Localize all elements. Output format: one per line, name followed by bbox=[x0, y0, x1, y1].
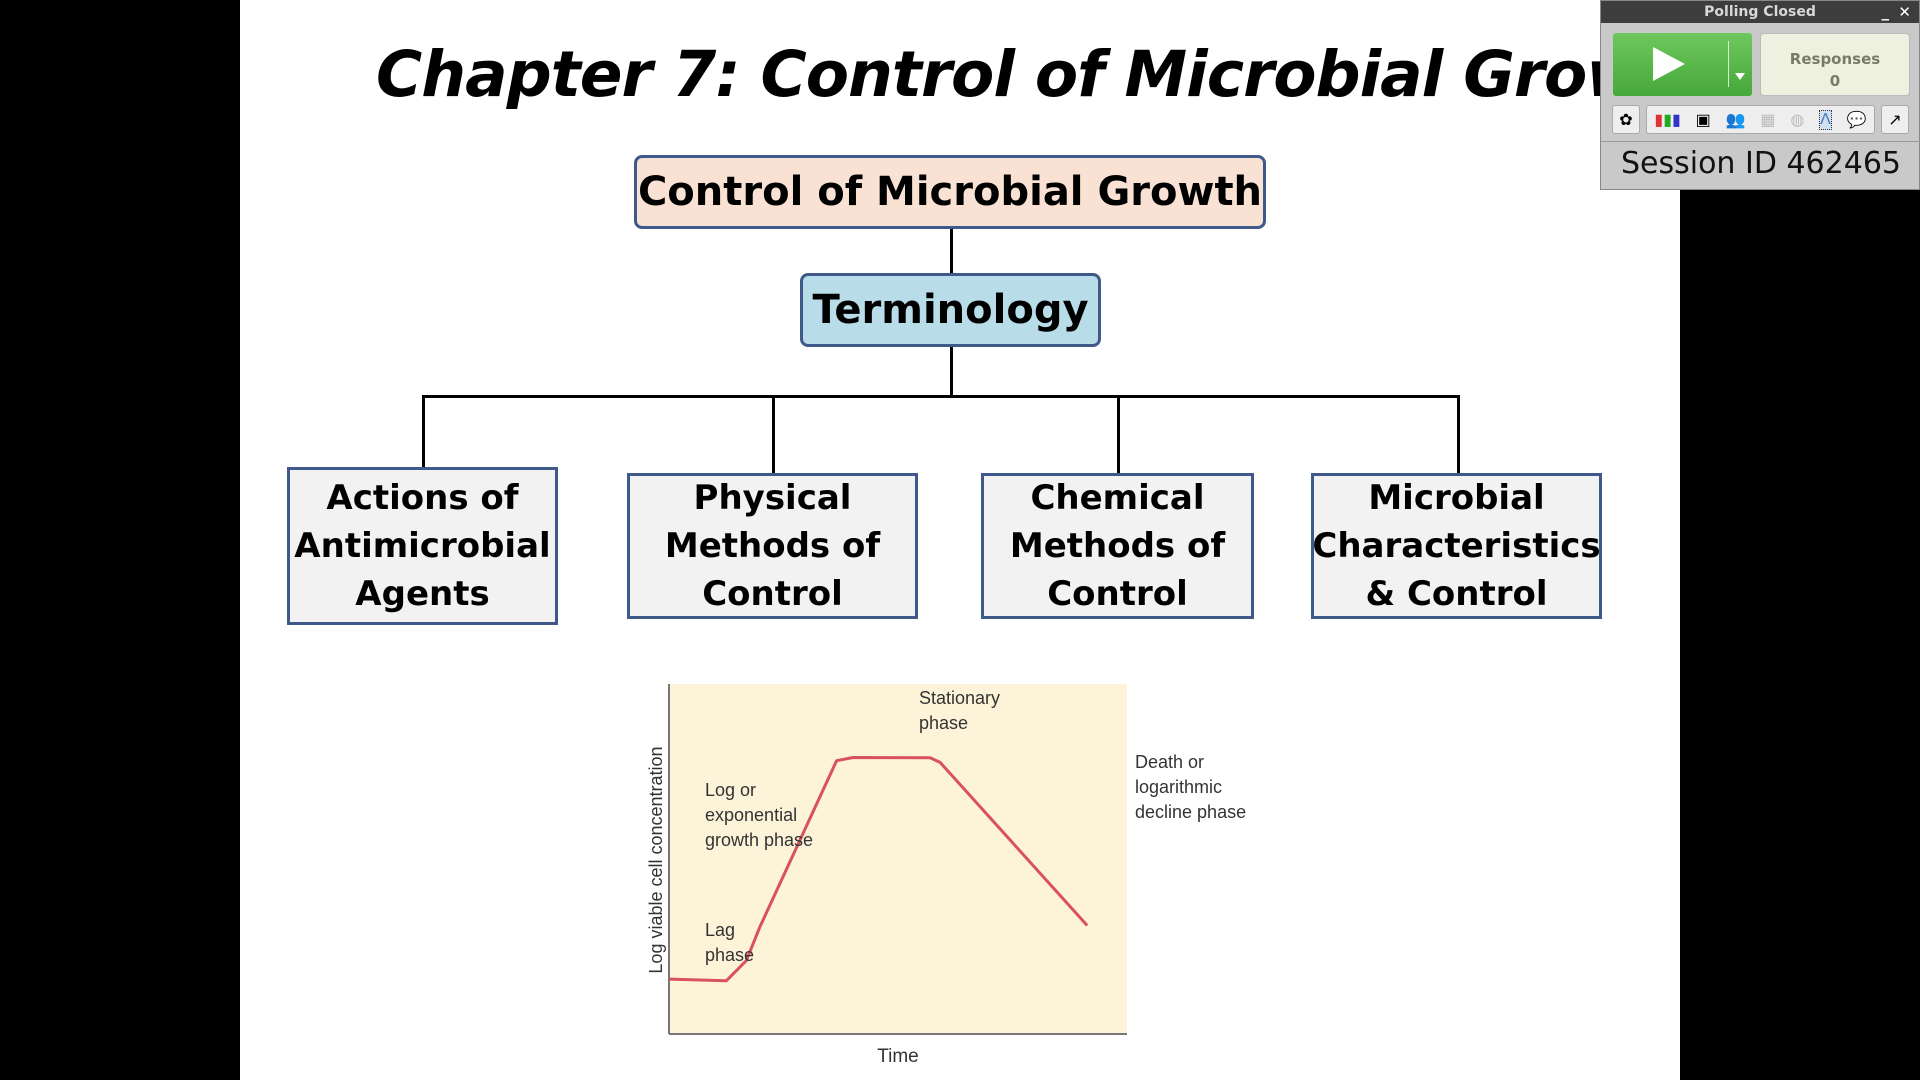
participants-icon[interactable]: 👥 bbox=[1725, 111, 1746, 129]
responses-panel: Responses 0 bbox=[1760, 33, 1910, 96]
growth-curve-chart: Time Log viable cell concentration bbox=[646, 684, 1127, 1067]
connector bbox=[1117, 395, 1120, 473]
terminology-node: Terminology bbox=[800, 273, 1101, 347]
plot-area bbox=[669, 684, 1127, 1034]
widget-toolbar: ✿ ▮▮▮ ▣ 👥 ▦ ◍ Λ 💬 ↗ bbox=[1612, 105, 1909, 134]
polling-widget: Polling Closed _ ✕ Responses 0 ✿ ▮▮▮ ▣ 👥… bbox=[1600, 0, 1920, 190]
minimize-button[interactable]: _ bbox=[1881, 3, 1890, 21]
dropdown-arrow-icon[interactable] bbox=[1735, 73, 1745, 80]
popout-icon[interactable]: ↗ bbox=[1881, 105, 1909, 134]
comment-icon[interactable]: 💬 bbox=[1846, 111, 1867, 129]
start-polling-button[interactable] bbox=[1613, 33, 1752, 96]
chart-icon[interactable]: ▮▮▮ bbox=[1654, 111, 1681, 129]
responses-count: 0 bbox=[1829, 72, 1841, 90]
y-axis-label: Log viable cell concentration bbox=[646, 746, 666, 973]
disabled-icon: ▦ bbox=[1760, 111, 1776, 129]
connector bbox=[422, 395, 1460, 398]
presentation-icon[interactable]: ▣ bbox=[1695, 111, 1711, 129]
session-id: Session ID 462465 bbox=[1601, 141, 1920, 181]
annotation-lag-phase: Lag phase bbox=[705, 920, 755, 965]
connector bbox=[950, 347, 953, 397]
slide-title: Chapter 7: Control of Microbial Growth bbox=[376, 38, 1717, 111]
x-axis-label: Time bbox=[877, 1046, 919, 1067]
root-node: Control of Microbial Growth bbox=[634, 155, 1266, 229]
leaf-node: Actions of Antimicrobial Agents bbox=[287, 467, 558, 625]
widget-title-bar: Polling Closed _ ✕ bbox=[1601, 1, 1919, 23]
leaf-node: Chemical Methods of Control bbox=[981, 473, 1254, 619]
annotation-stationary: Stationary phase bbox=[919, 688, 1001, 733]
annotation-death-phase: Death or logarithmic decline phase bbox=[1135, 752, 1247, 822]
ai-icon[interactable]: Λ bbox=[1819, 109, 1832, 130]
disabled-icon: ◍ bbox=[1790, 111, 1805, 129]
play-icon bbox=[1653, 47, 1685, 81]
responses-label: Responses bbox=[1789, 50, 1881, 68]
connector bbox=[950, 229, 953, 273]
leaf-node: Physical Methods of Control bbox=[627, 473, 918, 619]
annotation-log-phase: Log or exponential growth phase bbox=[705, 780, 814, 850]
connector bbox=[422, 395, 425, 467]
widget-title: Polling Closed bbox=[1704, 4, 1816, 20]
leaf-node: Microbial Characteristics & Control bbox=[1311, 473, 1602, 619]
connector bbox=[772, 395, 775, 473]
connector bbox=[1457, 395, 1460, 473]
close-button[interactable]: ✕ bbox=[1898, 3, 1911, 21]
growth-curve-line bbox=[669, 756, 1089, 983]
settings-icon[interactable]: ✿ bbox=[1612, 105, 1640, 134]
